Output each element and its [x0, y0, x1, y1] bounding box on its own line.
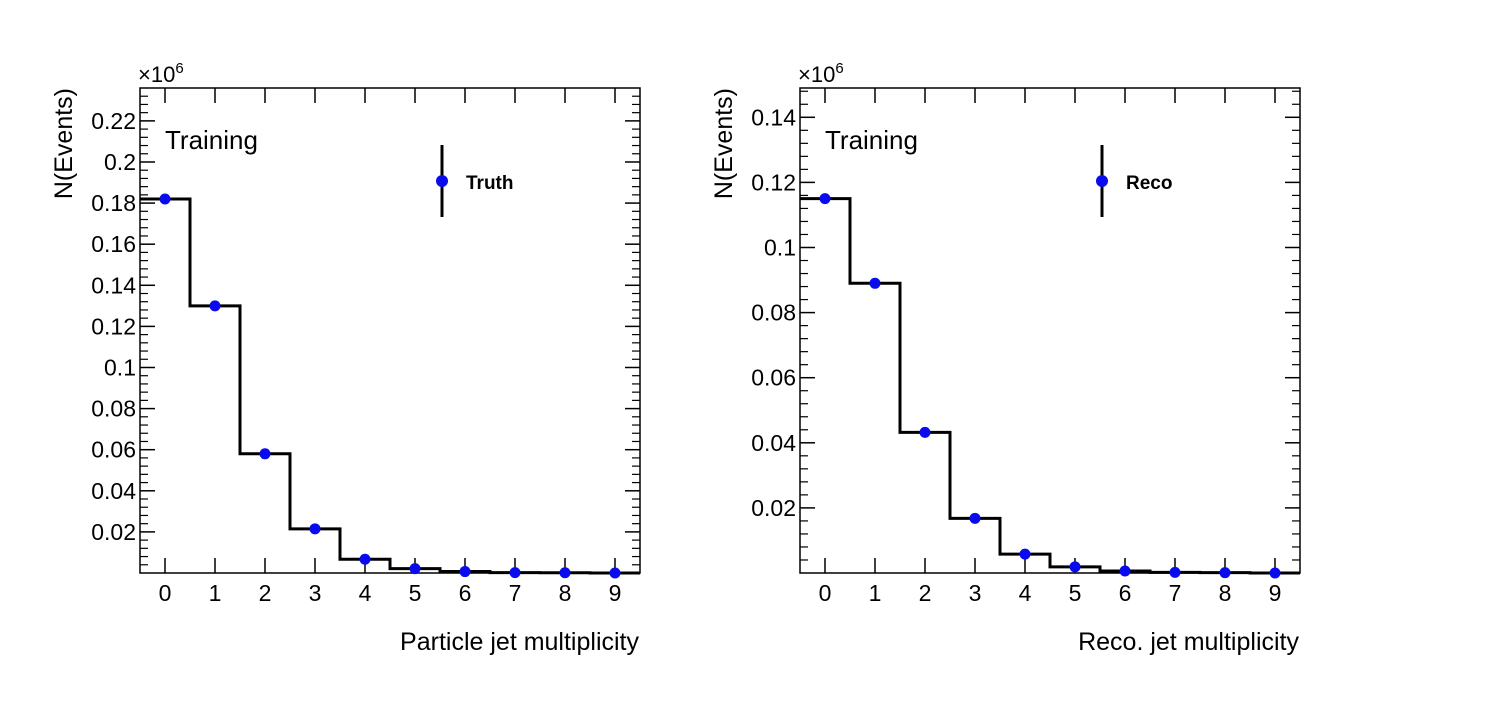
x-tick-label: 0 [159, 580, 172, 606]
x-tick-label: 1 [209, 580, 222, 606]
data-point [869, 277, 881, 289]
data-point [1169, 566, 1181, 578]
data-point [609, 567, 621, 579]
training-annotation: Training [825, 125, 918, 155]
data-point [819, 193, 831, 205]
y-tick-label: 0.22 [91, 108, 136, 134]
x-tick-label: 8 [1219, 580, 1232, 606]
legend-marker [436, 175, 448, 187]
legend-marker [1096, 175, 1108, 187]
y-axis-label: N(Events) [50, 88, 78, 199]
data-point [559, 567, 571, 579]
y-axis-multiplier: ×106 [138, 60, 184, 87]
y-tick-label: 0.02 [751, 495, 796, 521]
x-tick-label: 2 [919, 580, 932, 606]
histogram-step-line [800, 197, 1300, 575]
x-tick-label: 3 [309, 580, 322, 606]
y-tick-label: 0.12 [751, 169, 796, 195]
x-tick-label: 9 [1269, 580, 1282, 606]
y-tick-label: 0.08 [751, 300, 796, 326]
data-point [1269, 567, 1281, 579]
x-tick-label: 4 [1019, 580, 1032, 606]
y-tick-label: 0.2 [104, 149, 136, 175]
x-axis-label: Particle jet multiplicity [400, 628, 639, 656]
plot-frame [799, 87, 1301, 574]
x-tick-label: 1 [869, 580, 882, 606]
x-axis-label: Reco. jet multiplicity [1078, 628, 1299, 656]
data-point [1019, 548, 1031, 560]
plot-frame [139, 87, 641, 574]
x-tick-label: 6 [459, 580, 472, 606]
data-point [1119, 565, 1131, 577]
data-point [359, 553, 371, 565]
y-tick-label: 0.02 [91, 519, 136, 545]
x-tick-label: 4 [359, 580, 372, 606]
data-point [1069, 561, 1081, 573]
training-annotation: Training [165, 125, 258, 155]
data-point [969, 512, 981, 524]
histogram-step-line [140, 197, 640, 575]
chart-panel-reco: ×106 N(Events) Reco. jet multiplicity Tr… [710, 60, 1301, 656]
data-point [259, 448, 271, 460]
x-tick-label: 6 [1119, 580, 1132, 606]
x-tick-label: 7 [509, 580, 522, 606]
y-axis-multiplier: ×106 [798, 60, 844, 87]
y-tick-label: 0.04 [751, 430, 796, 456]
x-tick-label: 2 [259, 580, 272, 606]
chart-panel-truth: ×106 N(Events) Particle jet multiplicity… [50, 60, 641, 656]
data-point [309, 523, 321, 535]
x-tick-label: 5 [409, 580, 422, 606]
data-point [209, 300, 221, 312]
legend-label: Reco [1126, 173, 1172, 194]
data-point [159, 193, 171, 205]
y-tick-label: 0.04 [91, 478, 136, 504]
y-tick-label: 0.14 [91, 272, 136, 298]
y-tick-label: 0.06 [91, 437, 136, 463]
data-point [509, 567, 521, 579]
y-tick-label: 0.14 [751, 104, 796, 130]
data-point [1219, 567, 1231, 579]
y-tick-label: 0.12 [91, 313, 136, 339]
x-tick-label: 0 [819, 580, 832, 606]
y-tick-label: 0.16 [91, 231, 136, 257]
x-tick-label: 3 [969, 580, 982, 606]
data-point [919, 426, 931, 438]
data-point [459, 566, 471, 578]
x-tick-label: 9 [609, 580, 622, 606]
y-tick-label: 0.18 [91, 190, 136, 216]
legend-label: Truth [466, 173, 514, 194]
x-tick-label: 8 [559, 580, 572, 606]
x-tick-label: 5 [1069, 580, 1082, 606]
y-tick-label: 0.06 [751, 365, 796, 391]
y-tick-label: 0.1 [104, 354, 136, 380]
x-tick-label: 7 [1169, 580, 1182, 606]
y-tick-label: 0.08 [91, 396, 136, 422]
y-tick-label: 0.1 [764, 234, 796, 260]
y-axis-label: N(Events) [710, 88, 738, 199]
data-point [409, 563, 421, 575]
